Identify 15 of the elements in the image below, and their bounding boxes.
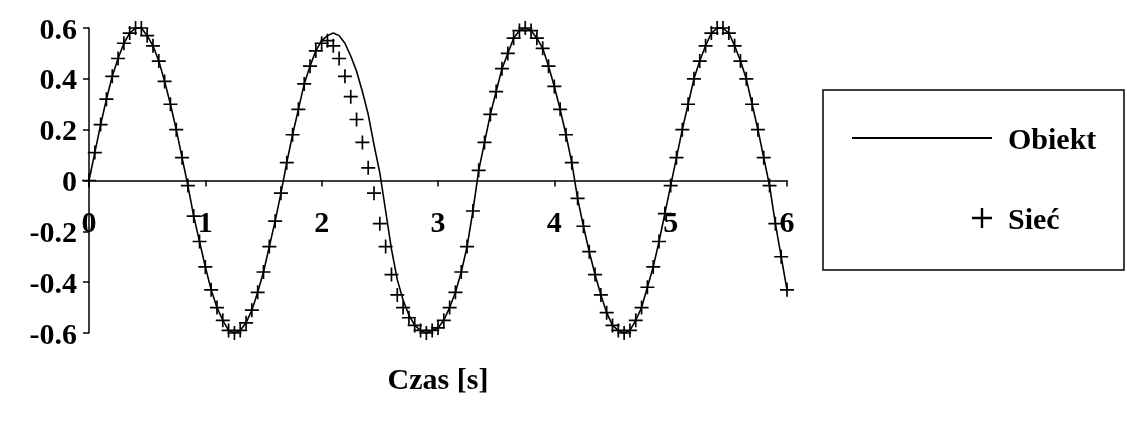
x-tick-label: 4 bbox=[546, 205, 562, 238]
x-tick-label: 2 bbox=[314, 205, 330, 238]
y-tick-label: 0.4 bbox=[39, 62, 77, 96]
y-tick-label: 0.2 bbox=[39, 113, 77, 147]
x-tick-label: 3 bbox=[430, 205, 446, 238]
y-tick-label: -0.4 bbox=[29, 265, 77, 299]
x-tick-label: 6 bbox=[779, 205, 795, 238]
y-tick-label: -0.2 bbox=[29, 214, 77, 248]
y-tick-label: 0.6 bbox=[39, 11, 77, 45]
y-tick-label: -0.6 bbox=[29, 316, 77, 350]
legend-label: Obiekt bbox=[1008, 121, 1097, 155]
x-axis-title: Czas [s] bbox=[387, 362, 489, 395]
y-tick-label: 0 bbox=[62, 164, 77, 197]
x-tick-label: 1 bbox=[197, 205, 213, 238]
legend-label: Sieć bbox=[1008, 201, 1060, 235]
